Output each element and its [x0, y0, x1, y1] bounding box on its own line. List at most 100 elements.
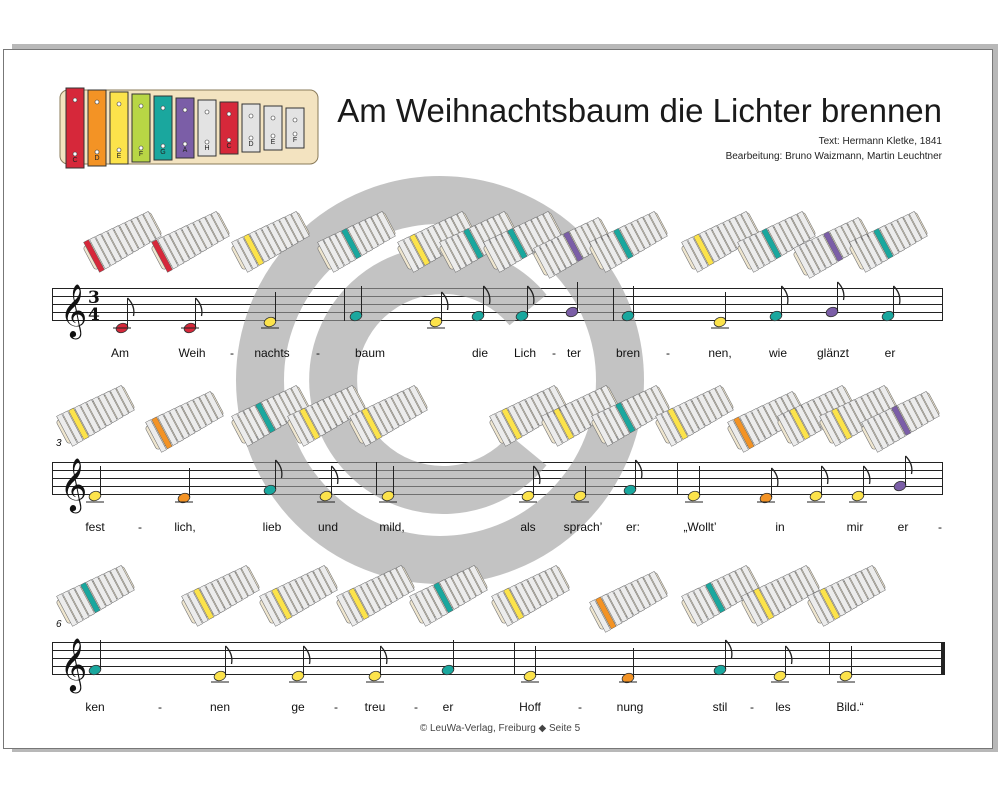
note	[88, 640, 102, 676]
note	[263, 459, 283, 496]
note	[261, 292, 279, 329]
note	[349, 286, 363, 322]
note	[771, 645, 793, 683]
lyric-syllable: baum	[354, 346, 386, 360]
lyric-syllable: -	[230, 346, 234, 360]
xylophone-bar-label: D	[94, 155, 99, 162]
mini-xylophone-icon	[807, 565, 886, 627]
lyric-syllable: -	[552, 346, 556, 360]
xylophone-bar: D	[87, 89, 107, 167]
lyrics-credit: Text: Hermann Kletke, 1841	[818, 136, 942, 147]
mini-xylophone-icon	[336, 565, 415, 627]
lyric-syllable: nung	[616, 700, 644, 714]
lyric-syllable: in	[775, 520, 785, 534]
mini-xylophone-icon	[56, 385, 135, 447]
mini-xylophone-icon	[231, 211, 310, 273]
lyric-syllable: Weih	[178, 346, 206, 360]
xylophone-bar: G	[153, 95, 173, 161]
lyric-syllable: ter	[566, 346, 582, 360]
mini-xylophone-icon	[541, 385, 620, 447]
staff-line	[52, 650, 942, 651]
lyric-syllable: die	[471, 346, 489, 360]
mini-xylophone-icon	[439, 211, 518, 273]
note	[685, 466, 703, 503]
note	[893, 455, 913, 492]
bar-line	[677, 462, 678, 495]
lyric-syllable: er	[884, 346, 896, 360]
bar-line	[829, 642, 830, 675]
xylophone-bar-label: G	[160, 149, 165, 156]
lyric-syllable: -	[158, 700, 162, 714]
note	[521, 646, 539, 683]
lyric-syllable: er:	[625, 520, 641, 534]
bar-line	[942, 288, 943, 321]
mini-xylophone-icon	[741, 565, 820, 627]
lyric-syllable: Lich	[513, 346, 537, 360]
mini-xylophone-icon	[483, 211, 562, 273]
mini-xylophone-icon	[589, 571, 668, 633]
note	[181, 297, 203, 334]
song-title: Am Weihnachtsbaum die Lichter brennen	[337, 92, 942, 129]
lyric-syllable: -	[750, 700, 754, 714]
lyric-syllable: nachts	[254, 346, 290, 360]
mini-xylophone-icon	[793, 217, 872, 279]
staff-system	[52, 642, 942, 682]
lyric-syllable: -	[414, 700, 418, 714]
note	[807, 465, 829, 503]
staff-line	[52, 642, 942, 643]
lyric-syllable: -	[334, 700, 338, 714]
note	[379, 466, 397, 503]
mini-xylophone-icon	[819, 385, 898, 447]
xylophone-bar-label: F	[139, 151, 143, 158]
bar-line	[376, 462, 377, 495]
time-signature-top: 3	[88, 288, 100, 308]
xylophone-bar: F	[131, 93, 151, 163]
note	[519, 465, 541, 503]
lyric-syllable: -	[666, 346, 670, 360]
lyric-syllable: er	[442, 700, 454, 714]
mini-xylophone-icon	[489, 385, 568, 447]
xylophone-bar: E	[109, 91, 129, 165]
mini-xylophone-icon	[737, 211, 816, 273]
staff-line	[52, 666, 942, 667]
xylophone-bar: C	[65, 87, 85, 169]
mini-xylophone-icon	[491, 565, 570, 627]
note	[113, 297, 135, 334]
mini-xylophone-icon	[151, 211, 230, 273]
mini-xylophone-icon	[409, 565, 488, 627]
lyric-syllable: wie	[768, 346, 788, 360]
mini-xylophone-icon	[56, 565, 135, 627]
note	[621, 286, 635, 322]
xylophone-bar-label: F	[293, 137, 297, 144]
xylophone-bar-label: H	[204, 145, 209, 152]
note	[757, 467, 779, 504]
lyric-syllable: treu	[364, 700, 386, 714]
measure-number: 3	[56, 438, 62, 449]
note	[711, 292, 729, 329]
mini-xylophone-icon	[317, 211, 396, 273]
lyric-syllable: mir	[846, 520, 864, 534]
lyric-syllable: Hoff	[519, 700, 541, 714]
xylophone-bar-label: C	[72, 157, 77, 164]
note	[366, 645, 388, 683]
mini-xylophone-icon	[145, 391, 224, 453]
lyric-syllable: Am	[111, 346, 129, 360]
lyric-syllable: -	[938, 520, 942, 534]
time-signature-bottom: 4	[88, 305, 100, 325]
mini-xylophone-icon	[655, 385, 734, 447]
note	[289, 645, 311, 683]
note	[317, 465, 339, 503]
xylophone-bar: F	[285, 107, 305, 149]
lyric-syllable: mild,	[379, 520, 405, 534]
measure-number: 6	[56, 619, 62, 630]
note	[837, 646, 855, 683]
treble-clef-icon: 𝄞	[60, 637, 87, 693]
note	[849, 465, 871, 503]
xylophone-bar-label: E	[117, 153, 122, 160]
note	[623, 459, 643, 496]
lyric-syllable: als	[520, 520, 536, 534]
xylophone-bar-label: D	[248, 141, 253, 148]
note	[211, 645, 233, 683]
bar-line	[514, 642, 515, 675]
notation-layer: 𝄞	[56, 565, 886, 693]
